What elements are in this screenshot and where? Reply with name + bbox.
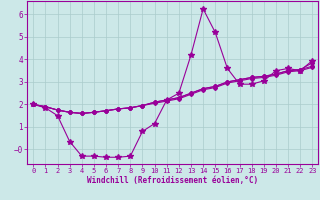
X-axis label: Windchill (Refroidissement éolien,°C): Windchill (Refroidissement éolien,°C) — [87, 176, 258, 185]
